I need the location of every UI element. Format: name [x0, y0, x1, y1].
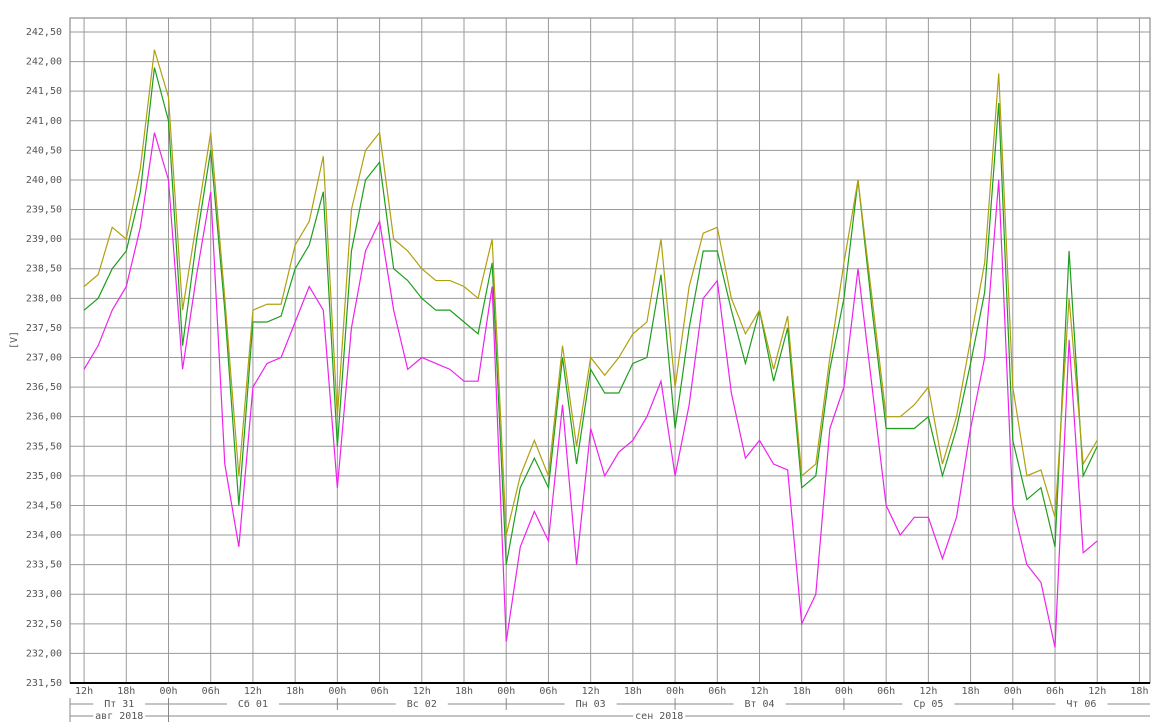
series-line: [83, 49, 1098, 536]
y-tick-label: 232,50: [26, 619, 62, 630]
x-tick-label: 00h: [1004, 686, 1022, 697]
period-label-bg: [902, 698, 955, 710]
x-tick-label: 18h: [286, 686, 304, 697]
period-label-bg: [633, 710, 686, 722]
period-label-bg: [226, 698, 279, 710]
x-tick-label: 18h: [117, 686, 135, 697]
y-tick-label: 233,50: [26, 560, 62, 571]
y-tick-label: 236,00: [26, 412, 62, 423]
y-tick-label: 239,00: [26, 234, 62, 245]
y-tick-label: 242,50: [26, 27, 62, 38]
y-tick-label: 233,00: [26, 589, 62, 600]
x-tick-label: 06h: [539, 686, 557, 697]
x-tick-label: 18h: [624, 686, 642, 697]
y-tick-label: 232,00: [26, 648, 62, 659]
y-tick-label: 240,50: [26, 145, 62, 156]
x-tick-label: 00h: [328, 686, 346, 697]
period-label-bg: [93, 698, 146, 710]
period-label: сен 2018: [635, 711, 683, 722]
period-label: Ср 05: [913, 699, 943, 710]
y-tick-label: 241,50: [26, 86, 62, 97]
x-tick-label: 00h: [666, 686, 684, 697]
period-label-bg: [564, 698, 617, 710]
x-tick-label: 00h: [497, 686, 515, 697]
x-tick-label: 06h: [708, 686, 726, 697]
y-tick-label: 234,50: [26, 500, 62, 511]
y-tick-label: 234,00: [26, 530, 62, 541]
x-tick-label: 12h: [1088, 686, 1106, 697]
y-tick-label: 238,50: [26, 264, 62, 275]
x-tick-label: 12h: [413, 686, 431, 697]
period-label-bg: [93, 710, 146, 722]
x-tick-label: 12h: [750, 686, 768, 697]
y-tick-label: 241,00: [26, 116, 62, 127]
period-label-bg: [395, 698, 448, 710]
period-label: Пн 03: [576, 699, 606, 710]
y-tick-label: 237,50: [26, 323, 62, 334]
series-line: [83, 132, 1098, 648]
x-tick-label: 18h: [1130, 686, 1148, 697]
period-label-bg: [1055, 698, 1108, 710]
period-label: авг 2018: [95, 711, 143, 722]
period-label-bg: [733, 698, 786, 710]
x-tick-label: 00h: [159, 686, 177, 697]
y-tick-label: 235,50: [26, 441, 62, 452]
period-label: Вт 04: [744, 699, 774, 710]
x-tick-label: 18h: [793, 686, 811, 697]
period-label: Пт 31: [104, 699, 134, 710]
x-tick-label: 12h: [919, 686, 937, 697]
x-tick-label: 18h: [962, 686, 980, 697]
period-label: Сб 01: [238, 698, 268, 710]
y-tick-label: 237,00: [26, 353, 62, 364]
x-tick-label: 06h: [1046, 686, 1064, 697]
x-tick-label: 06h: [371, 686, 389, 697]
y-tick-label: 240,00: [26, 175, 62, 186]
y-tick-label: 239,50: [26, 205, 62, 216]
period-label: Вс 02: [407, 699, 437, 710]
x-tick-label: 18h: [455, 686, 473, 697]
x-tick-label: 06h: [877, 686, 895, 697]
period-label: Чт 06: [1066, 699, 1096, 710]
x-tick-label: 12h: [75, 686, 93, 697]
y-tick-label: 236,50: [26, 382, 62, 393]
x-tick-label: 06h: [202, 686, 220, 697]
y-axis-label: [V]: [9, 331, 20, 349]
series-line: [83, 67, 1098, 565]
y-tick-label: 231,50: [26, 678, 62, 689]
y-tick-label: 235,00: [26, 471, 62, 482]
y-tick-label: 238,00: [26, 293, 62, 304]
x-tick-label: 00h: [835, 686, 853, 697]
x-tick-label: 12h: [244, 686, 262, 697]
x-tick-label: 12h: [582, 686, 600, 697]
y-tick-label: 242,00: [26, 57, 62, 68]
